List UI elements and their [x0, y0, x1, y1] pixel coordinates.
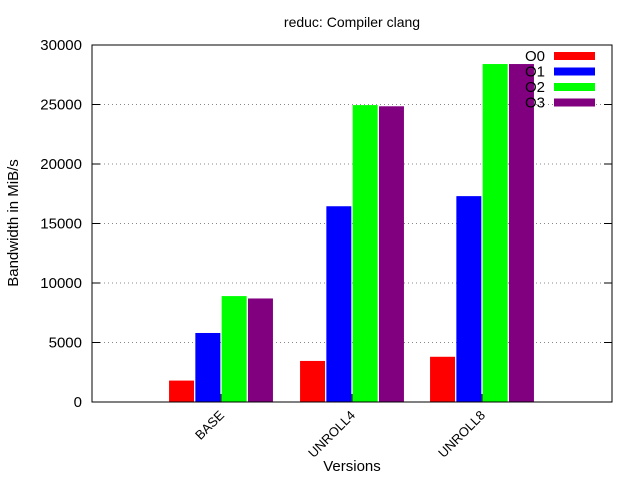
x-tick-label: UNROLL8: [435, 408, 488, 461]
y-ticks: 0 5000 10000 15000 20000 25000 30000: [40, 37, 612, 411]
y-tick-label: 20000: [40, 156, 82, 173]
bars: [169, 64, 534, 402]
bar-o0-unroll8: [430, 356, 456, 402]
legend-swatch: [554, 98, 595, 107]
y-tick-label: 15000: [40, 216, 82, 233]
bar-o0-unroll4: [300, 360, 326, 402]
legend-swatch: [554, 67, 595, 76]
bar-o0-base: [169, 380, 195, 402]
x-axis-label: Versions: [323, 458, 381, 475]
grid-lines: [92, 104, 612, 343]
legend-swatch: [554, 83, 595, 91]
bar-o3-unroll4: [378, 106, 404, 402]
y-tick-label: 0: [74, 394, 82, 411]
legend-label: O2: [525, 79, 545, 96]
y-tick-label: 10000: [40, 275, 82, 292]
legend-label: O1: [525, 64, 545, 81]
x-tick-label: BASE: [192, 407, 227, 442]
legend-label: O3: [525, 95, 545, 112]
legend-label: O0: [525, 48, 545, 65]
legend-swatch: [554, 52, 595, 60]
bar-o3-unroll8: [508, 64, 534, 402]
y-axis-label: Bandwidth in MiB/s: [5, 159, 22, 287]
x-tick-label: UNROLL4: [305, 408, 358, 461]
bar-o1-unroll4: [326, 206, 352, 402]
bar-o1-unroll8: [456, 196, 482, 402]
bar-o3-base: [247, 298, 273, 402]
y-tick-label: 30000: [40, 37, 82, 54]
y-tick-label: 25000: [40, 97, 82, 114]
y-tick-label: 5000: [49, 335, 82, 352]
bar-o2-base: [221, 296, 247, 402]
bar-o2-unroll4: [352, 105, 378, 402]
x-tick-labels: BASE UNROLL4 UNROLL8: [192, 407, 488, 460]
chart-title: reduc: Compiler clang: [284, 14, 420, 30]
bar-o1-base: [195, 332, 221, 402]
bar-o2-unroll8: [482, 64, 508, 402]
